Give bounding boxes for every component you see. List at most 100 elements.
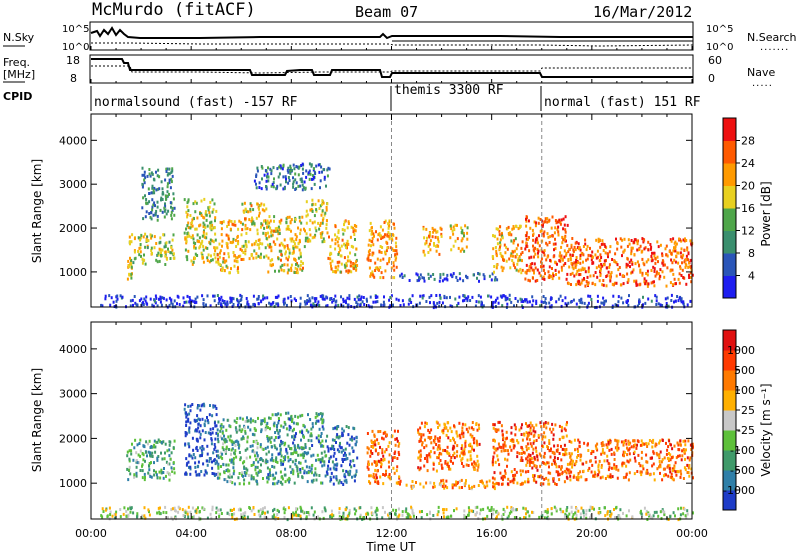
velocity-ytick-label-1: 2000 (59, 432, 87, 445)
freq-tick-low: 8 (70, 72, 77, 85)
nsky-tick-high: 10^5 (62, 24, 89, 35)
freq-trace (91, 58, 693, 78)
power-colorbar-swatch-2 (723, 230, 736, 254)
power-patch-16 (636, 283, 639, 287)
status-panel: N.Sky N.Search ....... 10^5 10^0 10^5 10… (3, 21, 797, 111)
velocity-xtick-label-6: 00:00 (676, 527, 708, 540)
date-title: 16/Mar/2012 (593, 3, 692, 21)
power-patch-9 (326, 168, 329, 172)
velocity-colorbar: 1000 500 100 25 -25 -100 -500 -1000 (722, 329, 755, 511)
beam-title: Beam 07 (355, 3, 418, 21)
velocity-colorbar-swatch-5 (723, 390, 736, 411)
velocity-colorbar-tick-6: -500 (730, 464, 755, 477)
power-colorbar-label: Power [dB] (759, 181, 773, 246)
velocity-plot-area (100, 322, 694, 522)
power-colorbar-tick-2: 12 (741, 225, 755, 238)
power-colorbar-swatch-7 (723, 118, 736, 141)
velocity-colorbar-swatch-7 (723, 350, 736, 371)
power-colorbar-tick-5: 24 (741, 157, 755, 170)
velocity-colorbar-frame (722, 329, 737, 511)
power-panel: Slant Range [km] 1000 2000 3000 4000 4 8 12 16… (30, 113, 773, 310)
velocity-xtick-label-5: 20:00 (576, 527, 608, 540)
velocity-yticks: 1000 2000 3000 4000 (59, 322, 693, 519)
power-plot-area (100, 114, 694, 310)
velocity-colorbar-swatch-2 (723, 450, 736, 471)
power-colorbar: 4 8 12 16 20 24 28 (722, 117, 755, 299)
power-patch-12 (427, 244, 430, 248)
velocity-patch-1 (189, 472, 192, 476)
power-colorbar-swatch-3 (723, 208, 736, 231)
velocity-patch-3 (297, 415, 299, 419)
velocity-patch-5 (383, 450, 386, 454)
nsearch-trace (91, 42, 694, 47)
power-patch-13 (460, 239, 463, 243)
station-title: McMurdo (fitACF) (92, 0, 256, 20)
cpid-segment-2: themis 3300 RF (394, 83, 504, 98)
cpid-label: CPID (3, 90, 32, 103)
nsearch-tick-low: 10^0 (706, 42, 733, 53)
power-colorbar-swatch-0 (723, 275, 736, 299)
velocity-ytick-label-0: 1000 (59, 477, 87, 490)
velocity-ytick-label-3: 4000 (59, 343, 87, 356)
velocity-patch-8 (538, 452, 541, 456)
velocity-ytick-label-2: 3000 (59, 388, 87, 401)
nave-trace (91, 65, 693, 74)
power-patch-10 (384, 219, 387, 223)
power-patch-17 (636, 304, 639, 308)
velocity-colorbar-tick-2: 100 (734, 384, 755, 397)
power-patch-1 (139, 236, 142, 240)
nsearch-tick-high: 10^5 (706, 24, 733, 35)
power-colorbar-tick-1: 8 (748, 247, 755, 260)
power-ytick-label-1: 2000 (59, 222, 87, 235)
velocity-colorbar-tick-7: -1000 (723, 484, 755, 497)
velocity-xtick-label-3: 12:00 (376, 527, 408, 540)
velocity-colorbar-swatch-8 (723, 330, 736, 351)
cpid-segment-3: normal (fast) 151 RF (544, 95, 701, 110)
velocity-colorbar-tick-3: 25 (741, 404, 755, 417)
nsky-trace (90, 26, 693, 40)
freq-tick-high: 18 (66, 54, 80, 67)
power-yticks: 1000 2000 3000 4000 (59, 114, 693, 307)
velocity-colorbar-tick-0: 1000 (727, 344, 755, 357)
velocity-xticks: 00:00 04:00 08:00 12:00 16:00 20:00 00:00 (75, 527, 708, 540)
power-ytick-label-3: 4000 (59, 134, 87, 147)
velocity-patch-0 (163, 457, 166, 461)
velocity-colorbar-tick-4: -25 (737, 424, 755, 437)
velocity-panel: Slant Range [km] 1000 2000 3000 4000 00:00 0… (30, 321, 773, 554)
velocity-ylabel: Slant Range [km] (30, 368, 44, 472)
nave-tick-low: 0 (708, 72, 715, 85)
nave-label: Nave (747, 66, 775, 79)
power-colorbar-tick-3: 16 (741, 202, 755, 215)
nave-label-dots: ..... (752, 78, 773, 89)
velocity-colorbar-tick-5: -100 (730, 444, 755, 457)
power-ytick-label-0: 1000 (59, 266, 87, 279)
velocity-colorbar-tick-1: 500 (734, 364, 755, 377)
power-ytick-label-2: 3000 (59, 178, 87, 191)
power-patch-4 (220, 233, 223, 237)
velocity-colorbar-swatch-6 (723, 370, 736, 391)
velocity-colorbar-label: Velocity [m s⁻¹] (759, 383, 773, 476)
nsearch-label-dots: ....... (760, 42, 789, 53)
velocity-xtick-label-2: 08:00 (275, 527, 307, 540)
velocity-colorbar-swatch-3 (723, 430, 736, 451)
freq-unit: [MHz] (3, 68, 35, 81)
power-patch-7 (318, 207, 321, 210)
freq-label: Freq. (3, 56, 30, 69)
power-patch-15 (553, 231, 556, 235)
velocity-patch-2 (222, 425, 225, 429)
nsky-label: N.Sky (3, 31, 35, 44)
power-ylabel: Slant Range [km] (30, 159, 44, 263)
velocity-patch-4 (348, 452, 351, 456)
cpid-segment-1: normalsound (fast) -157 RF (94, 95, 298, 110)
velocity-colorbar-swatch-4 (723, 410, 736, 431)
power-colorbar-swatch-5 (723, 163, 736, 186)
power-patch-6 (299, 228, 302, 232)
velocity-xtick-label-4: 16:00 (476, 527, 508, 540)
velocity-xlabel: Time UT (365, 540, 416, 554)
velocity-xtick-label-1: 04:00 (175, 527, 207, 540)
power-patch-11 (476, 276, 478, 280)
power-colorbar-tick-6: 28 (741, 135, 755, 148)
power-colorbar-tick-0: 4 (748, 270, 755, 283)
nsky-tick-low: 10^0 (62, 42, 89, 53)
